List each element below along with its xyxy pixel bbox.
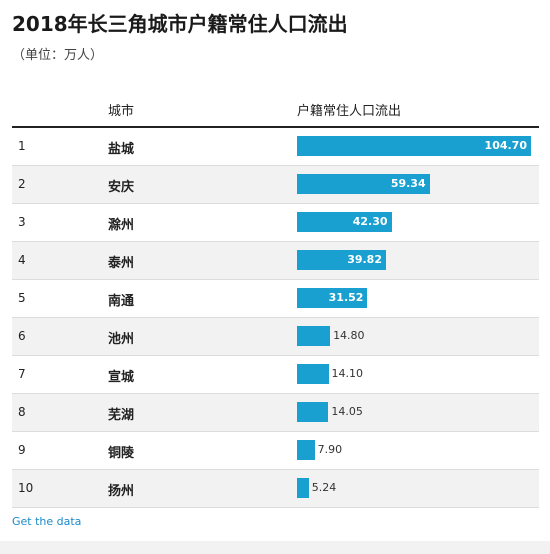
rank-label: 10 [18,481,34,495]
rank-label: 9 [18,443,26,457]
table-header: 城市 户籍常住人口流出 [12,96,539,128]
bar [297,288,368,308]
city-label: 南通 [108,294,135,309]
bar [297,174,430,194]
value-label: 31.52 [328,291,364,304]
table-row: 8 芜湖 14.05 [12,394,539,432]
rank-label: 5 [18,291,26,305]
city-column-header: 城市 [108,104,135,119]
bar [297,212,392,232]
table-row: 9 铜陵 7.90 [12,432,539,470]
footer-band [0,541,550,554]
city-label: 扬州 [108,484,135,499]
value-label: 59.34 [390,177,426,190]
metric-column-header: 户籍常住人口流出 [297,104,402,119]
bar-table: 1 盐城 104.70 2 安庆 59.34 3 滁州 42.30 4 泰州 39.82 5 南通 31.5… [12,128,539,508]
table-row: 2 安庆 59.34 [12,166,539,204]
get-data-link[interactable]: Get the data [12,515,82,528]
table-row: 4 泰州 39.82 [12,242,539,280]
city-label: 铜陵 [108,446,135,461]
value-label: 5.24 [311,481,337,494]
chart-subtitle: （单位：万人） [12,48,104,63]
value-label: 14.80 [333,329,365,342]
city-label: 池州 [108,332,135,347]
rank-label: 7 [18,367,26,381]
bar [297,440,315,460]
city-label: 安庆 [108,180,135,195]
value-label: 14.10 [331,367,364,380]
table-row: 10 扬州 5.24 [12,470,539,508]
bar [297,136,531,156]
city-label: 滁州 [108,218,135,233]
rank-label: 3 [18,215,26,229]
table-row: 5 南通 31.52 [12,280,539,318]
table-row: 1 盐城 104.70 [12,128,539,166]
value-label: 104.70 [484,139,527,152]
bar [297,250,386,270]
value-label: 7.90 [317,443,343,456]
bar [297,478,309,498]
value-label: 14.05 [331,405,363,418]
city-label: 泰州 [108,256,135,271]
table-row: 3 滁州 42.30 [12,204,539,242]
rank-label: 2 [18,177,26,191]
city-label: 芜湖 [108,408,135,423]
rank-label: 8 [18,405,26,419]
city-label: 宣城 [108,370,135,385]
rank-label: 1 [18,139,26,153]
rank-label: 6 [18,329,26,343]
rank-label: 4 [18,253,26,267]
table-row: 6 池州 14.80 [12,318,539,356]
value-label: 42.30 [352,215,388,228]
bar [297,326,331,346]
bar [297,364,329,384]
table-row: 7 宣城 14.10 [12,356,539,394]
value-label: 39.82 [347,253,382,266]
city-label: 盐城 [108,142,135,157]
bar [297,402,329,422]
chart-title: 2018年长三角城市户籍常住人口流出 [12,12,348,36]
